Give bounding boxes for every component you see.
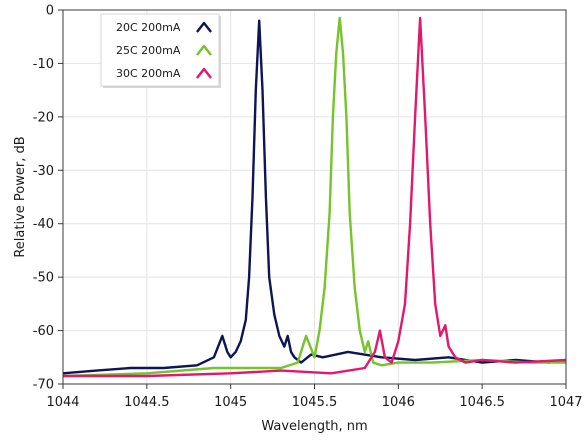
y-tick-label: -50 <box>33 271 54 286</box>
legend-label: 20C 200mA <box>116 21 181 34</box>
y-tick-label: -20 <box>33 110 54 125</box>
y-tick-label: 0 <box>46 4 54 19</box>
legend-label: 25C 200mA <box>116 44 181 57</box>
legend-label: 30C 200mA <box>116 67 181 80</box>
legend: 20C 200mA 25C 200mA 30C 200mA <box>100 13 221 88</box>
x-axis-title: Wavelength, nm <box>261 419 367 434</box>
legend-swatch <box>196 67 212 79</box>
x-tick-label: 1044.5 <box>124 395 170 410</box>
y-tick-label: -10 <box>33 57 54 72</box>
y-tick-label: -30 <box>33 164 54 179</box>
x-tick-label: 1045.5 <box>292 395 338 410</box>
x-tick-label: 1046 <box>382 395 415 410</box>
y-axis-title: Relative Power, dB <box>13 136 28 257</box>
x-tick-label: 1045 <box>214 395 247 410</box>
x-tick-label: 1044 <box>46 395 79 410</box>
axis-ticks: 1044 1044.5 1045 1045.5 1046 1046.5 1047 0 -10 -2… <box>33 4 583 411</box>
legend-swatch <box>196 44 212 56</box>
series-line-3 <box>63 16 567 378</box>
y-tick-label: -70 <box>33 378 54 393</box>
series-lines <box>62 16 567 378</box>
y-tick-label: -40 <box>33 217 54 232</box>
x-tick-label: 1047 <box>549 395 582 410</box>
x-tick-label: 1046.5 <box>459 395 505 410</box>
series-line-2 <box>62 16 566 378</box>
y-tick-label: -60 <box>33 324 54 339</box>
legend-swatch <box>196 21 212 33</box>
